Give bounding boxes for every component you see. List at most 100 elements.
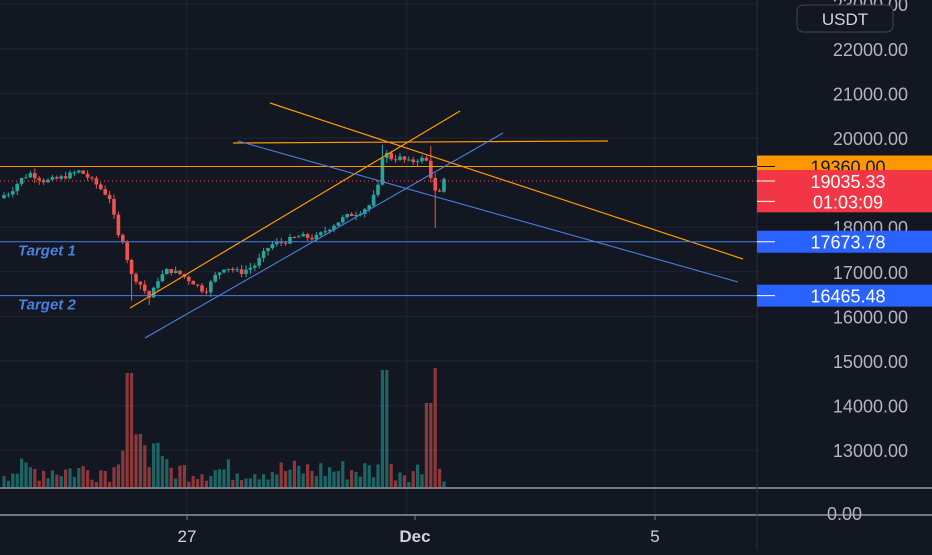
volume-bar — [376, 464, 380, 488]
candle-body — [266, 248, 270, 251]
volume-bar — [341, 461, 345, 488]
candle-body — [380, 158, 385, 185]
volume-bar — [218, 469, 222, 488]
candle-body — [143, 284, 147, 292]
candle-body — [402, 156, 407, 160]
volume-bar — [416, 464, 420, 488]
blue-ascending-trendline — [144, 132, 504, 339]
candle-body — [253, 265, 257, 268]
volume-bar — [50, 470, 54, 488]
candle-body — [248, 267, 253, 270]
candle-body — [301, 234, 305, 237]
volume-bar — [187, 481, 191, 488]
candle-body — [200, 285, 204, 292]
candle-body — [411, 159, 415, 162]
volume-bar — [231, 479, 235, 488]
candle-body — [292, 237, 297, 239]
volume-bar — [81, 466, 85, 488]
y-tick-label: 14000.00 — [833, 397, 908, 417]
volume-bar — [411, 471, 415, 488]
volume-bar — [213, 470, 217, 488]
candle-body — [116, 214, 121, 236]
volume-bar — [240, 480, 244, 488]
volume-bar — [99, 470, 103, 488]
candle-body — [420, 157, 424, 162]
volume-bar — [244, 478, 248, 488]
volume-bar — [363, 463, 367, 488]
orange-ascending-trendline — [129, 110, 461, 309]
blue-descending-trendline — [237, 140, 739, 283]
price-tag-2 — [757, 190, 932, 213]
candle-body — [345, 214, 349, 218]
volume-bar — [94, 481, 98, 488]
candle-body — [19, 178, 24, 184]
price-tag-label: 17673.78 — [810, 233, 885, 253]
price-tag-3 — [757, 230, 932, 253]
volume-bar — [319, 463, 323, 488]
volume-bar — [314, 475, 318, 488]
volume-bar — [402, 475, 406, 488]
candle-body — [213, 274, 217, 282]
candle-body — [165, 268, 169, 275]
price-axis: 13000.00 14000.00 15000.00 16000.00 17000.00… — [796, 0, 908, 524]
volume-bar — [112, 467, 116, 488]
candle-body — [63, 176, 68, 179]
volume-bar — [262, 474, 266, 488]
volume-bar — [182, 465, 186, 488]
candle-body — [341, 217, 345, 223]
volume-bar — [28, 467, 32, 488]
volume-bar — [2, 476, 6, 488]
candle-body — [244, 269, 248, 274]
volume-bar — [398, 472, 402, 488]
volume-bar — [323, 475, 327, 488]
candle-body — [235, 269, 239, 271]
volume-bar — [332, 471, 336, 488]
candle-body — [367, 205, 371, 210]
candle-body — [81, 170, 85, 174]
candle-body — [275, 242, 279, 245]
volume-bar — [138, 434, 142, 488]
candle-body — [72, 172, 77, 174]
volume-bar — [178, 465, 182, 488]
volume-bar — [253, 474, 257, 488]
x-tick-label: Dec — [399, 527, 430, 546]
candle-body — [173, 270, 178, 273]
candle-body — [11, 191, 15, 195]
volume-bar — [134, 434, 138, 488]
volume-bar — [310, 470, 314, 488]
volume-bar — [90, 479, 94, 488]
volume-bar — [204, 480, 208, 488]
candle-body — [195, 284, 200, 286]
candle-body — [257, 257, 261, 266]
candle-body — [231, 268, 235, 271]
candle-body — [28, 173, 33, 178]
volume-bar — [284, 470, 288, 488]
volume-bar — [33, 469, 37, 488]
y-tick-label: 15000.00 — [833, 352, 908, 372]
volume-bar — [143, 445, 147, 488]
candle-body — [288, 237, 292, 244]
candle-body — [85, 173, 90, 178]
currency-label: USDT — [822, 10, 868, 29]
candle-body — [15, 183, 19, 192]
volume-bar — [209, 475, 213, 488]
candle-body — [178, 270, 182, 275]
volume-bar — [200, 474, 204, 488]
y-tick-label: 13000.00 — [833, 441, 908, 461]
volume-bar — [433, 368, 437, 488]
candle-body — [305, 234, 310, 238]
volume-bar — [248, 478, 252, 488]
candle-body — [121, 235, 125, 243]
candle-body — [407, 159, 411, 161]
candle-body — [107, 194, 112, 200]
volume-bar — [196, 479, 200, 488]
candle-body — [55, 177, 59, 179]
candle-body — [239, 269, 244, 274]
volume-bar — [121, 450, 125, 488]
price-tag-1 — [757, 170, 932, 193]
candle-body — [33, 173, 37, 179]
volume-bar — [226, 459, 230, 488]
